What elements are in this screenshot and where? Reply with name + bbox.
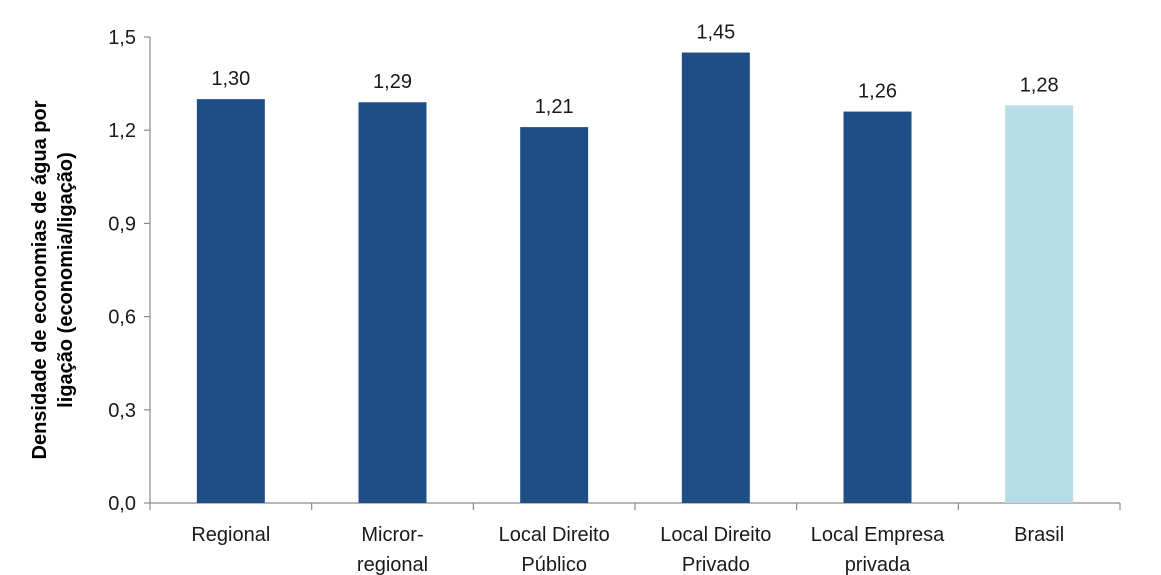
data-label: 1,29 [373,71,412,93]
category-label: Micror-regional [357,524,428,575]
y-tick-label: 1,2 [108,120,136,142]
y-axis: 0,0 0,3 0,6 0,9 1,2 1,5 [108,27,151,515]
data-label: 1,21 [535,96,574,118]
data-label: 1,28 [1020,74,1059,96]
category-label-line: Local Empresa [811,524,945,546]
category-label: Brasil [1014,524,1064,546]
y-axis-title-line: Densidade de economias de água por [29,100,51,459]
y-tick-label: 1,5 [108,27,136,49]
data-labels: 1,30 1,29 1,21 1,45 1,26 1,28 [211,22,1058,119]
category-label-line: Privado [682,554,750,575]
x-axis [149,502,1121,510]
category-label: Regional [191,524,270,546]
data-label: 1,26 [858,81,897,103]
category-labels: Regional Micror-regional Local Direito Públ… [191,524,1064,575]
y-tick-label: 0,0 [108,493,136,515]
category-label-line: Local Direito [660,524,771,546]
y-axis-title-text: Densidade de economias de água por ligaçã… [29,100,77,459]
bar [520,127,589,504]
y-axis-title-line: ligação (economia/ligação) [55,152,77,408]
bar [358,102,427,504]
bar [196,99,265,503]
bar [681,52,750,504]
category-label: Local Direito Público [499,524,610,575]
y-tick-label: 0,9 [108,213,136,235]
category-label: Local Empresa privada [811,524,945,575]
category-label-line: Micror- [361,524,423,546]
y-axis-title: Densidade de economias de água por ligaçã… [29,100,77,459]
category-label: Local Direito Privado [660,524,771,575]
data-label: 1,45 [696,22,735,44]
data-label: 1,30 [211,68,250,90]
category-label-line: Regional [191,524,270,546]
y-tick-label: 0,6 [108,307,136,329]
category-label-line: regional [357,554,428,575]
bars [196,52,1074,504]
category-label-line: privada [845,554,911,575]
category-label-line: Brasil [1014,524,1064,546]
bar [843,111,912,503]
category-label-line: Público [521,554,587,575]
bar [1005,105,1074,503]
category-label-line: Local Direito [499,524,610,546]
y-tick-label: 0,3 [108,400,136,422]
